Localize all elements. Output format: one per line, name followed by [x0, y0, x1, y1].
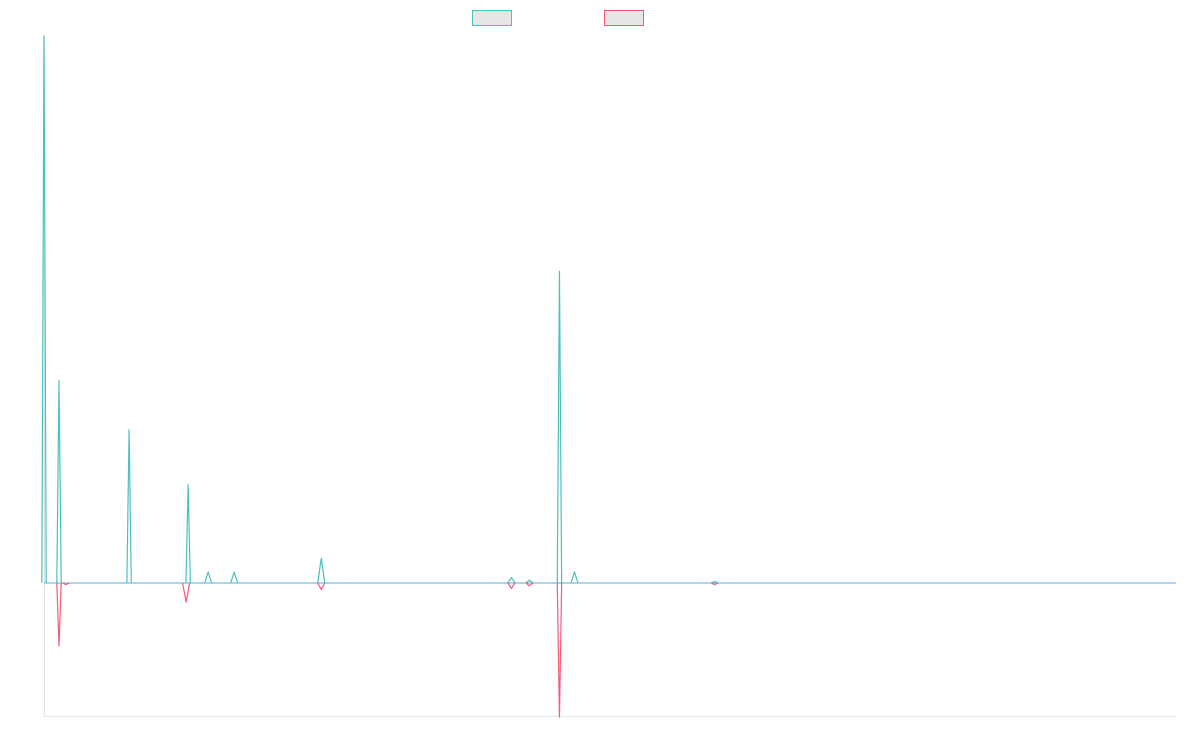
chart-legend: [0, 10, 1200, 26]
series-1-peak-6: [317, 557, 326, 584]
series-layer: [41, 35, 719, 718]
series-1-peak-10: [570, 571, 579, 584]
series-2-peak-18: [556, 582, 563, 718]
legend-item-series-1[interactable]: [472, 10, 518, 26]
legend-swatch-series-2: [604, 10, 644, 26]
series-2-peak-15: [317, 582, 326, 591]
series-2-peak-13: [62, 582, 70, 586]
series-1-peak-2: [126, 429, 132, 584]
series-1-peak-11: [710, 580, 719, 584]
series-2-peak-12: [56, 582, 62, 647]
series-1-peak-8: [525, 579, 534, 584]
series-1-peak-9: [556, 270, 563, 584]
legend-item-series-2[interactable]: [604, 10, 650, 26]
series-1-peak-5: [230, 571, 239, 584]
series-2-peak-19: [710, 582, 719, 586]
series-1-peak-7: [507, 576, 516, 584]
series-2-peak-16: [507, 582, 516, 590]
series-1-peak-1: [56, 380, 62, 584]
series-1-peak-0: [41, 35, 47, 584]
series-1-peak-4: [204, 571, 213, 584]
legend-swatch-series-1: [472, 10, 512, 26]
series-1-peak-3: [185, 483, 191, 584]
series-2-peak-17: [525, 582, 534, 587]
series-2-peak-14: [182, 582, 191, 603]
